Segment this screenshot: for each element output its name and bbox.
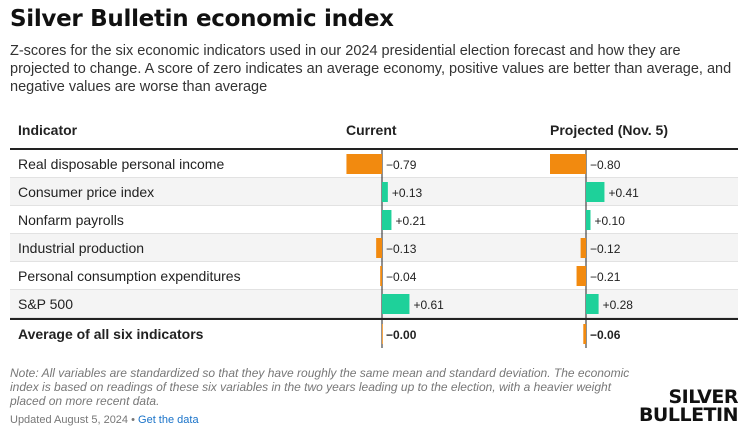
header-projected: Projected (Nov. 5): [550, 122, 668, 138]
updated-line: Updated August 5, 2024 • Get the data: [10, 414, 199, 426]
indicator-name: Personal consumption expenditures: [18, 268, 241, 284]
indicator-name: S&P 500: [18, 296, 74, 312]
silver-bulletin-logo: SILVER BULLETIN: [638, 386, 739, 426]
indicator-name: Real disposable personal income: [18, 156, 225, 172]
footnote: Note: All variables are standardized so …: [10, 366, 630, 408]
indicator-name: Nonfarm payrolls: [18, 212, 124, 228]
table-row: Nonfarm payrolls: [10, 206, 738, 234]
table-row: Personal consumption expenditures: [10, 262, 738, 290]
chart-title: Silver Bulletin economic index: [10, 6, 394, 32]
header-divider: [10, 148, 738, 150]
average-label: Average of all six indicators: [18, 326, 204, 342]
chart-subtitle: Z-scores for the six economic indicators…: [10, 43, 732, 95]
average-row: Average of all six indicators: [10, 320, 738, 348]
header-current: Current: [346, 122, 397, 138]
table-row: Industrial production: [10, 234, 738, 262]
logo-line-1: SILVER: [668, 386, 738, 408]
average-divider: [10, 318, 738, 320]
table-body: Real disposable personal income Consumer …: [10, 150, 738, 318]
logo-line-2: BULLETIN: [638, 404, 739, 426]
updated-text: Updated August 5, 2024 •: [10, 414, 135, 426]
table-header: Indicator Current Projected (Nov. 5): [10, 122, 738, 142]
indicator-name: Consumer price index: [18, 184, 155, 200]
table-row: Consumer price index: [10, 178, 738, 206]
indicator-name: Industrial production: [18, 240, 145, 256]
header-indicator: Indicator: [18, 122, 78, 138]
get-data-link[interactable]: Get the data: [138, 414, 199, 426]
table-row: Real disposable personal income: [10, 150, 738, 178]
table-row: S&P 500: [10, 290, 738, 318]
